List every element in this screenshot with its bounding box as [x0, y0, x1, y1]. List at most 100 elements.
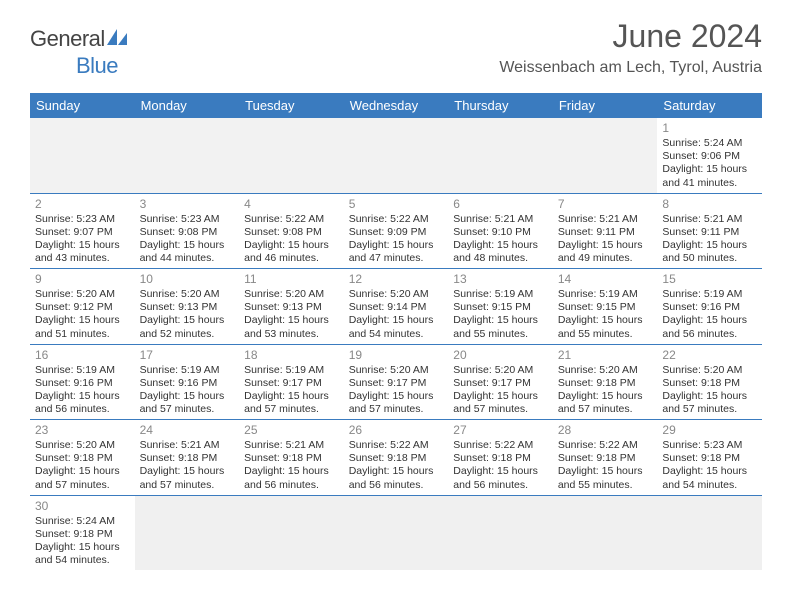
daylight-text: Daylight: 15 hours and 57 minutes.	[453, 390, 548, 416]
sunrise-text: Sunrise: 5:21 AM	[453, 213, 548, 226]
daylight-text: Daylight: 15 hours and 57 minutes.	[558, 390, 653, 416]
day-number: 14	[558, 272, 653, 287]
sunrise-text: Sunrise: 5:19 AM	[558, 288, 653, 301]
day-number: 9	[35, 272, 130, 287]
day-header: Monday	[135, 93, 240, 118]
daylight-text: Daylight: 15 hours and 43 minutes.	[35, 239, 130, 265]
sunrise-text: Sunrise: 5:21 AM	[662, 213, 757, 226]
day-number: 13	[453, 272, 548, 287]
day-number: 20	[453, 348, 548, 363]
calendar-week: 30Sunrise: 5:24 AMSunset: 9:18 PMDayligh…	[30, 496, 762, 571]
title-block: June 2024 Weissenbach am Lech, Tyrol, Au…	[499, 18, 762, 77]
daylight-text: Daylight: 15 hours and 50 minutes.	[662, 239, 757, 265]
day-number: 11	[244, 272, 339, 287]
calendar-cell-empty	[135, 118, 240, 193]
sunset-text: Sunset: 9:18 PM	[35, 528, 130, 541]
calendar-cell: 25Sunrise: 5:21 AMSunset: 9:18 PMDayligh…	[239, 420, 344, 495]
sunrise-text: Sunrise: 5:20 AM	[349, 288, 444, 301]
sunrise-text: Sunrise: 5:24 AM	[662, 137, 757, 150]
sunrise-text: Sunrise: 5:20 AM	[244, 288, 339, 301]
calendar-cell: 29Sunrise: 5:23 AMSunset: 9:18 PMDayligh…	[657, 420, 762, 495]
sunset-text: Sunset: 9:12 PM	[35, 301, 130, 314]
day-number: 30	[35, 499, 130, 514]
calendar-cell: 27Sunrise: 5:22 AMSunset: 9:18 PMDayligh…	[448, 420, 553, 495]
calendar-cell: 13Sunrise: 5:19 AMSunset: 9:15 PMDayligh…	[448, 269, 553, 344]
day-header: Thursday	[448, 93, 553, 118]
calendar-cell: 14Sunrise: 5:19 AMSunset: 9:15 PMDayligh…	[553, 269, 658, 344]
daylight-text: Daylight: 15 hours and 55 minutes.	[453, 314, 548, 340]
sunrise-text: Sunrise: 5:21 AM	[140, 439, 235, 452]
logo: GeneralBlue	[30, 26, 129, 79]
day-number: 23	[35, 423, 130, 438]
calendar-week: 23Sunrise: 5:20 AMSunset: 9:18 PMDayligh…	[30, 420, 762, 496]
calendar-cell: 18Sunrise: 5:19 AMSunset: 9:17 PMDayligh…	[239, 345, 344, 420]
sunrise-text: Sunrise: 5:19 AM	[453, 288, 548, 301]
daylight-text: Daylight: 15 hours and 51 minutes.	[35, 314, 130, 340]
logo-text: GeneralBlue	[30, 26, 129, 79]
daylight-text: Daylight: 15 hours and 54 minutes.	[662, 465, 757, 491]
sunrise-text: Sunrise: 5:19 AM	[35, 364, 130, 377]
day-number: 17	[140, 348, 235, 363]
calendar-cell: 1Sunrise: 5:24 AMSunset: 9:06 PMDaylight…	[657, 118, 762, 193]
month-title: June 2024	[499, 18, 762, 55]
sunset-text: Sunset: 9:15 PM	[453, 301, 548, 314]
calendar-cell: 22Sunrise: 5:20 AMSunset: 9:18 PMDayligh…	[657, 345, 762, 420]
day-number: 5	[349, 197, 444, 212]
sunset-text: Sunset: 9:06 PM	[662, 150, 757, 163]
sunset-text: Sunset: 9:18 PM	[662, 377, 757, 390]
sunrise-text: Sunrise: 5:19 AM	[140, 364, 235, 377]
calendar-cell: 5Sunrise: 5:22 AMSunset: 9:09 PMDaylight…	[344, 194, 449, 269]
day-number: 7	[558, 197, 653, 212]
daylight-text: Daylight: 15 hours and 46 minutes.	[244, 239, 339, 265]
sunset-text: Sunset: 9:18 PM	[244, 452, 339, 465]
sunrise-text: Sunrise: 5:22 AM	[558, 439, 653, 452]
sunset-text: Sunset: 9:16 PM	[35, 377, 130, 390]
daylight-text: Daylight: 15 hours and 54 minutes.	[35, 541, 130, 567]
day-number: 19	[349, 348, 444, 363]
daylight-text: Daylight: 15 hours and 56 minutes.	[349, 465, 444, 491]
sunrise-text: Sunrise: 5:20 AM	[35, 439, 130, 452]
calendar-cell-empty	[30, 118, 135, 193]
calendar-cell: 4Sunrise: 5:22 AMSunset: 9:08 PMDaylight…	[239, 194, 344, 269]
day-number: 26	[349, 423, 444, 438]
sunrise-text: Sunrise: 5:21 AM	[244, 439, 339, 452]
calendar-cell: 23Sunrise: 5:20 AMSunset: 9:18 PMDayligh…	[30, 420, 135, 495]
sunset-text: Sunset: 9:18 PM	[35, 452, 130, 465]
calendar-week: 1Sunrise: 5:24 AMSunset: 9:06 PMDaylight…	[30, 118, 762, 194]
sunrise-text: Sunrise: 5:21 AM	[558, 213, 653, 226]
sunset-text: Sunset: 9:16 PM	[662, 301, 757, 314]
sunrise-text: Sunrise: 5:20 AM	[140, 288, 235, 301]
logo-text-gray: General	[30, 26, 105, 51]
sunrise-text: Sunrise: 5:19 AM	[662, 288, 757, 301]
sunrise-text: Sunrise: 5:20 AM	[662, 364, 757, 377]
daylight-text: Daylight: 15 hours and 57 minutes.	[140, 465, 235, 491]
calendar-cell: 7Sunrise: 5:21 AMSunset: 9:11 PMDaylight…	[553, 194, 658, 269]
daylight-text: Daylight: 15 hours and 44 minutes.	[140, 239, 235, 265]
sunrise-text: Sunrise: 5:24 AM	[35, 515, 130, 528]
sunset-text: Sunset: 9:11 PM	[662, 226, 757, 239]
daylight-text: Daylight: 15 hours and 57 minutes.	[662, 390, 757, 416]
day-number: 18	[244, 348, 339, 363]
sunset-text: Sunset: 9:18 PM	[558, 377, 653, 390]
daylight-text: Daylight: 15 hours and 55 minutes.	[558, 465, 653, 491]
calendar-cell: 3Sunrise: 5:23 AMSunset: 9:08 PMDaylight…	[135, 194, 240, 269]
daylight-text: Daylight: 15 hours and 47 minutes.	[349, 239, 444, 265]
daylight-text: Daylight: 15 hours and 56 minutes.	[662, 314, 757, 340]
sunset-text: Sunset: 9:08 PM	[244, 226, 339, 239]
day-number: 25	[244, 423, 339, 438]
calendar-cell: 26Sunrise: 5:22 AMSunset: 9:18 PMDayligh…	[344, 420, 449, 495]
calendar-cell: 12Sunrise: 5:20 AMSunset: 9:14 PMDayligh…	[344, 269, 449, 344]
daylight-text: Daylight: 15 hours and 53 minutes.	[244, 314, 339, 340]
day-number: 22	[662, 348, 757, 363]
calendar-cell: 9Sunrise: 5:20 AMSunset: 9:12 PMDaylight…	[30, 269, 135, 344]
day-number: 3	[140, 197, 235, 212]
sunrise-text: Sunrise: 5:20 AM	[349, 364, 444, 377]
day-number: 28	[558, 423, 653, 438]
calendar-cell-empty	[448, 118, 553, 193]
sunrise-text: Sunrise: 5:22 AM	[453, 439, 548, 452]
calendar-cell: 11Sunrise: 5:20 AMSunset: 9:13 PMDayligh…	[239, 269, 344, 344]
day-number: 29	[662, 423, 757, 438]
daylight-text: Daylight: 15 hours and 41 minutes.	[662, 163, 757, 189]
day-number: 2	[35, 197, 130, 212]
calendar-cell: 2Sunrise: 5:23 AMSunset: 9:07 PMDaylight…	[30, 194, 135, 269]
